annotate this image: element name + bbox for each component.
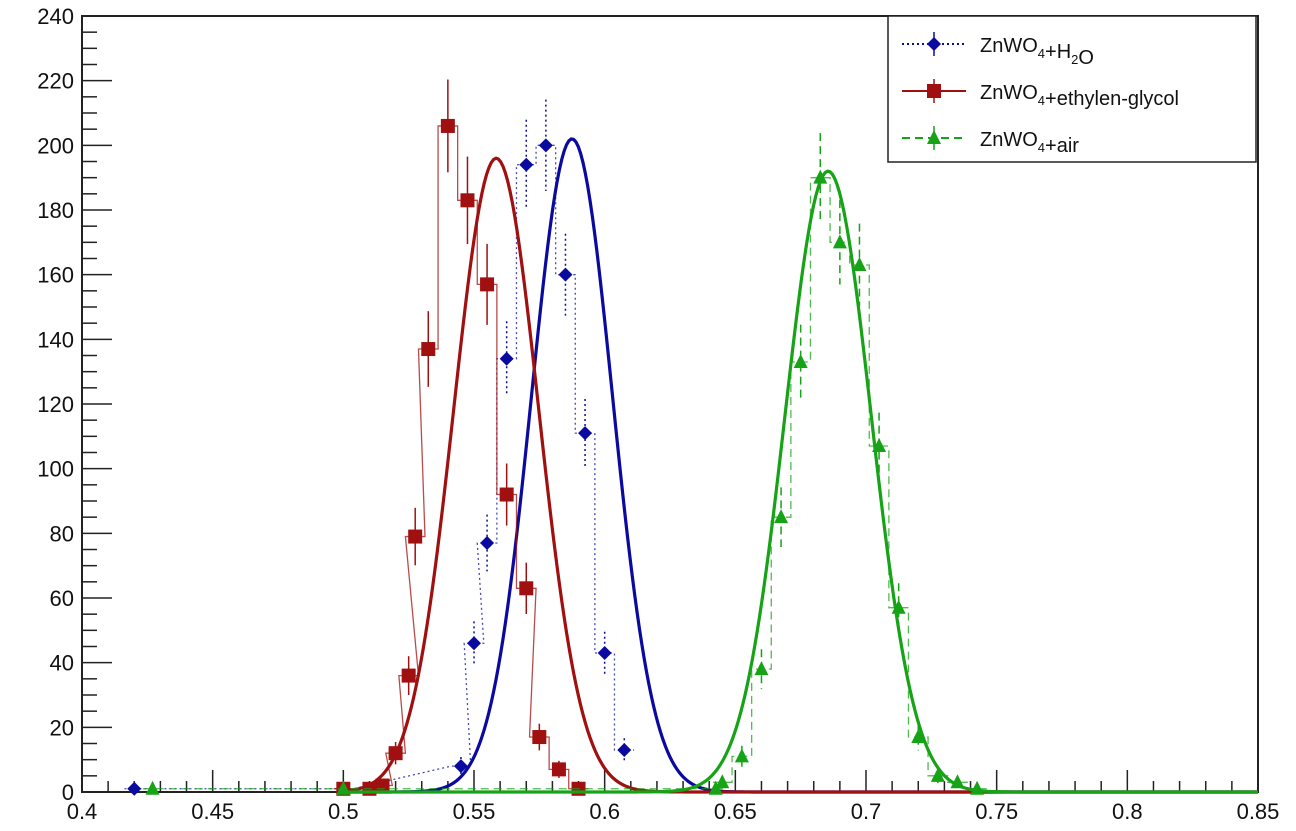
legend-text: ZnWO: [980, 35, 1038, 57]
data-point: [558, 267, 573, 282]
legend-entry-0: ZnWO4+H2O: [902, 32, 1094, 69]
data-point: [734, 748, 749, 763]
legend-label: ZnWO4+air: [980, 129, 1079, 157]
data-point: [401, 668, 416, 683]
data-point: [127, 781, 142, 796]
data-point: [754, 661, 769, 676]
legend-text: +H: [1045, 41, 1071, 63]
data-point: [467, 636, 481, 651]
y-tick-label: 20: [50, 715, 74, 740]
data-point: [519, 157, 534, 172]
legend-label: ZnWO4+H2O: [980, 35, 1094, 69]
legend-box: [887, 15, 1257, 163]
data-point: [597, 645, 612, 660]
data-point: [930, 767, 945, 782]
data-point: [715, 774, 730, 789]
x-tick-label: 0.55: [453, 799, 496, 824]
y-tick-label: 100: [37, 457, 74, 482]
data-point: [617, 742, 632, 757]
y-tick-label: 120: [37, 392, 74, 417]
axes: 0.4 0.45 0.5 0.55 0.6 0.65 0.7 0.75 0.8 0.85 0 20 40…: [37, 4, 1279, 824]
data-point: [774, 509, 789, 524]
data-point: [891, 599, 906, 614]
data-point: [408, 529, 423, 544]
legend-label: ZnWO4+ethylen-glycol: [980, 82, 1179, 110]
data-point: [460, 193, 475, 208]
y-tick-label: 80: [50, 521, 74, 546]
legend-entry-2: ZnWO4+air: [902, 126, 1079, 157]
data-point: [499, 487, 514, 502]
chart-marks: [124, 79, 1258, 796]
data-point: [453, 759, 468, 774]
x-tick-label: 0.5: [328, 799, 359, 824]
y-tick-label: 220: [37, 69, 74, 94]
legend-text: ZnWO: [980, 129, 1038, 151]
legend-subscript: 4: [1038, 93, 1045, 108]
x-tick-label: 0.6: [589, 799, 620, 824]
fit-curve: [345, 169, 1258, 794]
data-point: [480, 277, 495, 292]
y-tick-label: 160: [37, 263, 74, 288]
data-point: [578, 426, 593, 441]
legend-text: O: [1078, 47, 1094, 69]
legend-subscript: 4: [1038, 46, 1045, 61]
data-point: [852, 256, 867, 271]
data-point: [532, 730, 547, 745]
legend-text: +ethylen-glycol: [1045, 88, 1179, 110]
y-tick-label: 240: [37, 4, 74, 29]
data-point: [480, 536, 495, 551]
y-tick-label: 180: [37, 198, 74, 223]
legend-marker: [927, 130, 941, 144]
data-point: [911, 729, 926, 744]
legend-marker: [927, 84, 941, 98]
x-tick-label: 0.75: [975, 799, 1018, 824]
legend-text: +air: [1045, 135, 1079, 157]
data-point: [872, 438, 887, 453]
data-point: [950, 774, 965, 789]
data-point: [499, 351, 514, 366]
legend-text: ZnWO: [980, 82, 1038, 104]
legend-entry-1: ZnWO4+ethylen-glycol: [902, 79, 1179, 110]
data-point: [388, 746, 403, 761]
data-point: [551, 762, 566, 777]
y-tick-label: 40: [50, 651, 74, 676]
data-point: [440, 118, 455, 133]
data-point: [813, 169, 828, 184]
data-point: [538, 138, 553, 153]
data-point: [970, 780, 985, 795]
data-point: [145, 780, 160, 795]
x-tick-label: 0.4: [67, 799, 98, 824]
y-tick-label: 60: [50, 586, 74, 611]
data-point: [336, 780, 351, 795]
x-tick-label: 0.8: [1112, 799, 1143, 824]
x-tick-label: 0.7: [851, 799, 882, 824]
x-tick-label: 0.45: [191, 799, 234, 824]
x-tick-label: 0.65: [714, 799, 757, 824]
series-histogram-line: [124, 144, 635, 790]
data-point: [832, 234, 847, 249]
y-tick-label: 200: [37, 133, 74, 158]
legend-subscript: 4: [1038, 140, 1045, 155]
series-2: [142, 133, 1258, 795]
legend-subscript: 2: [1071, 52, 1078, 67]
y-tick-label: 140: [37, 327, 74, 352]
legend-marker: [927, 37, 941, 51]
data-point: [793, 353, 808, 368]
data-point: [519, 581, 534, 596]
y-tick-label: 0: [62, 780, 74, 805]
x-tick-label: 0.85: [1237, 799, 1280, 824]
data-point: [421, 342, 436, 357]
